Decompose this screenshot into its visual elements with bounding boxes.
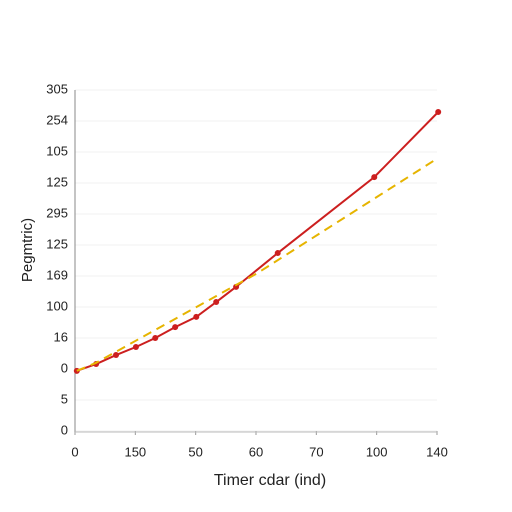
y-axis-label: Pegmtric) <box>19 218 36 282</box>
y-tick-label: 105 <box>46 143 68 158</box>
y-tick-label: 5 <box>61 391 68 406</box>
point <box>152 335 159 341</box>
point <box>371 174 378 181</box>
point <box>172 324 179 331</box>
point <box>435 109 442 116</box>
point <box>274 250 281 257</box>
point <box>113 352 120 359</box>
y-tick-label: 100 <box>46 298 68 313</box>
x-tick-label: 0 <box>71 444 78 459</box>
x-tick-label: 60 <box>249 444 263 459</box>
point <box>233 283 240 290</box>
y-tick-label: 295 <box>46 205 68 220</box>
y-tick-label: 16 <box>54 329 68 344</box>
y-tick-label: 125 <box>46 174 68 189</box>
y-tick-label: 125 <box>46 236 68 251</box>
y-tick-label: 305 <box>46 81 68 96</box>
x-tick-label: 150 <box>124 444 146 459</box>
point <box>132 343 139 350</box>
x-tick-label: 70 <box>309 444 323 459</box>
series-line <box>76 157 439 372</box>
y-tick-label: 254 <box>46 112 68 127</box>
x-tick-label: 140 <box>426 444 448 459</box>
y-tick-label: 0 <box>61 422 68 437</box>
x-tick-label: 50 <box>188 444 202 459</box>
point <box>193 313 200 320</box>
point <box>213 299 220 306</box>
x-axis-label: Timer cdar (ind) <box>214 472 326 489</box>
series-line <box>76 111 439 372</box>
y-tick-label: 0 <box>61 360 68 375</box>
y-tick-label: 169 <box>46 267 68 282</box>
x-tick-label: 100 <box>366 444 388 459</box>
